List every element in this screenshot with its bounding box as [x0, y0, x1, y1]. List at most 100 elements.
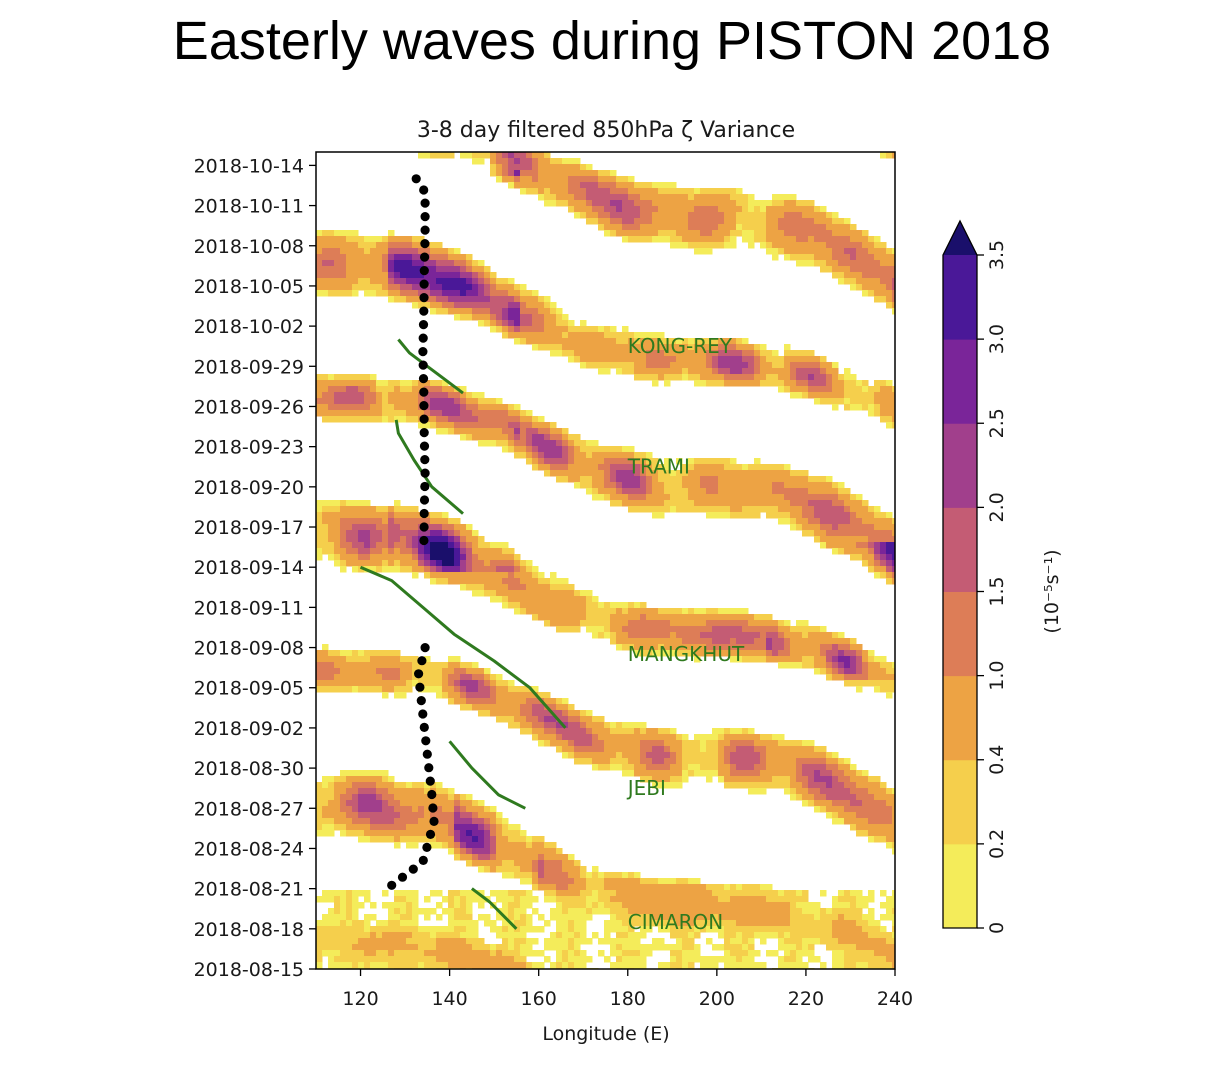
wave-track-dot — [419, 441, 430, 451]
wave-track-dot — [420, 225, 430, 235]
storm-track-trami — [394, 419, 464, 515]
colorbar-segment — [943, 591, 977, 677]
x-tick-label: 220 — [788, 988, 824, 1010]
colorbar: 0 0.2 0.4 1.0 1.5 2.0 2.5 3.0 3.5 (10⁻⁵s⁻¹) — [942, 219, 1063, 934]
wave-track-dot — [419, 293, 429, 303]
colorbar-tick-label: 0.2 — [986, 829, 1008, 859]
colorbar-segment — [943, 759, 977, 845]
storm-label-kong-rey: KONG-REY — [628, 334, 733, 358]
wave-track-dot — [419, 306, 429, 316]
wave-track-dot — [408, 864, 418, 874]
x-tick-label: 240 — [877, 988, 913, 1010]
storm-label-cimaron: CIMARON — [628, 910, 723, 934]
colorbar-segment — [943, 339, 977, 424]
storm-label-trami: TRAMI — [627, 454, 690, 478]
x-tick-label: 140 — [431, 988, 467, 1010]
y-tick-label: 2018-09-14 — [194, 557, 304, 579]
wave-track-dot — [420, 239, 430, 249]
wave-track-dot — [420, 455, 430, 465]
wave-track-dot — [424, 763, 434, 773]
wave-track-dot — [419, 279, 429, 289]
y-tick-label: 2018-08-24 — [194, 838, 304, 860]
x-tick-label: 120 — [342, 988, 378, 1010]
variance-field — [316, 152, 895, 969]
wave-track-dot — [420, 643, 430, 653]
wave-track-dot — [397, 872, 408, 882]
wave-track-dot — [428, 803, 438, 813]
wave-track-dot — [418, 320, 429, 330]
colorbar-tick-label: 2.5 — [986, 408, 1008, 438]
wave-track-dot — [420, 212, 430, 222]
wave-track-dot — [419, 428, 429, 438]
wave-track-dot — [418, 855, 428, 866]
storm-track-cimaron — [470, 887, 518, 930]
y-tick-label: 2018-08-30 — [194, 758, 304, 780]
colorbar-tick-label: 3.0 — [986, 324, 1008, 354]
wave-track-dot — [418, 709, 428, 719]
y-tick-label: 2018-08-18 — [194, 919, 304, 941]
colorbar-segment — [943, 675, 977, 761]
wave-track-dot — [419, 414, 429, 424]
wave-track-dot — [416, 696, 426, 706]
y-tick-label: 2018-08-27 — [194, 798, 304, 820]
wave-track-dot — [418, 374, 429, 384]
wave-track-dot — [420, 468, 430, 478]
wave-track-dot — [411, 174, 421, 184]
colorbar-tick-label: 1.0 — [986, 661, 1008, 691]
plot-frame — [315, 151, 896, 970]
x-axis: 120 140 160 180 200 220 240 — [342, 969, 913, 1010]
colorbar-segment — [943, 507, 977, 592]
wave-track-dot — [427, 789, 437, 800]
storm-label-jebi: JEBI — [626, 776, 666, 800]
wave-track-dot — [418, 333, 428, 343]
storm-label-mangkhut: MANGKHUT — [628, 642, 745, 666]
colorbar-segment — [943, 255, 977, 340]
y-tick-label: 2018-09-11 — [194, 597, 304, 619]
wave-track-dot — [420, 481, 430, 492]
y-tick-label: 2018-09-08 — [194, 638, 304, 660]
y-tick-label: 2018-09-23 — [194, 437, 304, 459]
wave-track-dot — [419, 722, 429, 733]
y-tick-label: 2018-10-11 — [194, 196, 304, 218]
y-tick-label: 2018-09-05 — [194, 678, 304, 700]
colorbar-segment — [943, 843, 977, 929]
wave-track-dot — [419, 266, 429, 276]
chart-title: 3-8 day filtered 850hPa ζ Variance — [417, 118, 795, 143]
colorbar-extend-arrow — [943, 221, 977, 255]
wave-track-dot — [420, 198, 430, 208]
wave-track-dot — [419, 535, 429, 546]
y-tick-label: 2018-09-02 — [194, 718, 304, 740]
wave-track-dot — [422, 749, 432, 759]
y-tick-label: 2018-10-02 — [194, 316, 304, 338]
y-tick-label: 2018-09-29 — [194, 356, 304, 378]
wave-track-dot — [421, 736, 431, 746]
wave-track-dot — [414, 669, 424, 679]
y-axis: 2018-08-15 2018-08-18 2018-08-21 2018-08-24… — [194, 155, 316, 981]
y-tick-label: 2018-10-08 — [194, 236, 304, 258]
storm-track-jebi — [448, 740, 526, 810]
x-axis-label: Longitude (E) — [542, 1023, 669, 1045]
y-tick-label: 2018-10-05 — [194, 276, 304, 298]
wave-track-dot — [418, 347, 428, 357]
y-tick-label: 2018-09-17 — [194, 517, 304, 539]
colorbar-tick-label: 0 — [986, 922, 1008, 934]
storm-track-mangkhut — [359, 565, 567, 729]
wave-track-dot — [419, 495, 430, 505]
wave-track-dot — [417, 656, 427, 666]
wave-track-dot — [419, 387, 429, 397]
wave-track-dot — [429, 816, 439, 827]
wave-track-dot — [418, 360, 428, 370]
colorbar-tick-label: 0.4 — [986, 745, 1008, 775]
wave-track-dot — [425, 829, 436, 840]
wave-track-dot — [420, 252, 430, 262]
y-tick-label: 2018-09-26 — [194, 396, 304, 418]
wave-track-dot — [422, 842, 432, 853]
wave-track-dot — [419, 401, 429, 411]
wave-track-dot — [419, 185, 429, 195]
y-tick-label: 2018-10-14 — [194, 155, 304, 177]
colorbar-tick-label: 3.5 — [986, 240, 1008, 270]
x-tick-label: 180 — [610, 988, 646, 1010]
wave-track-dot — [387, 880, 397, 890]
colorbar-segment — [943, 423, 977, 508]
